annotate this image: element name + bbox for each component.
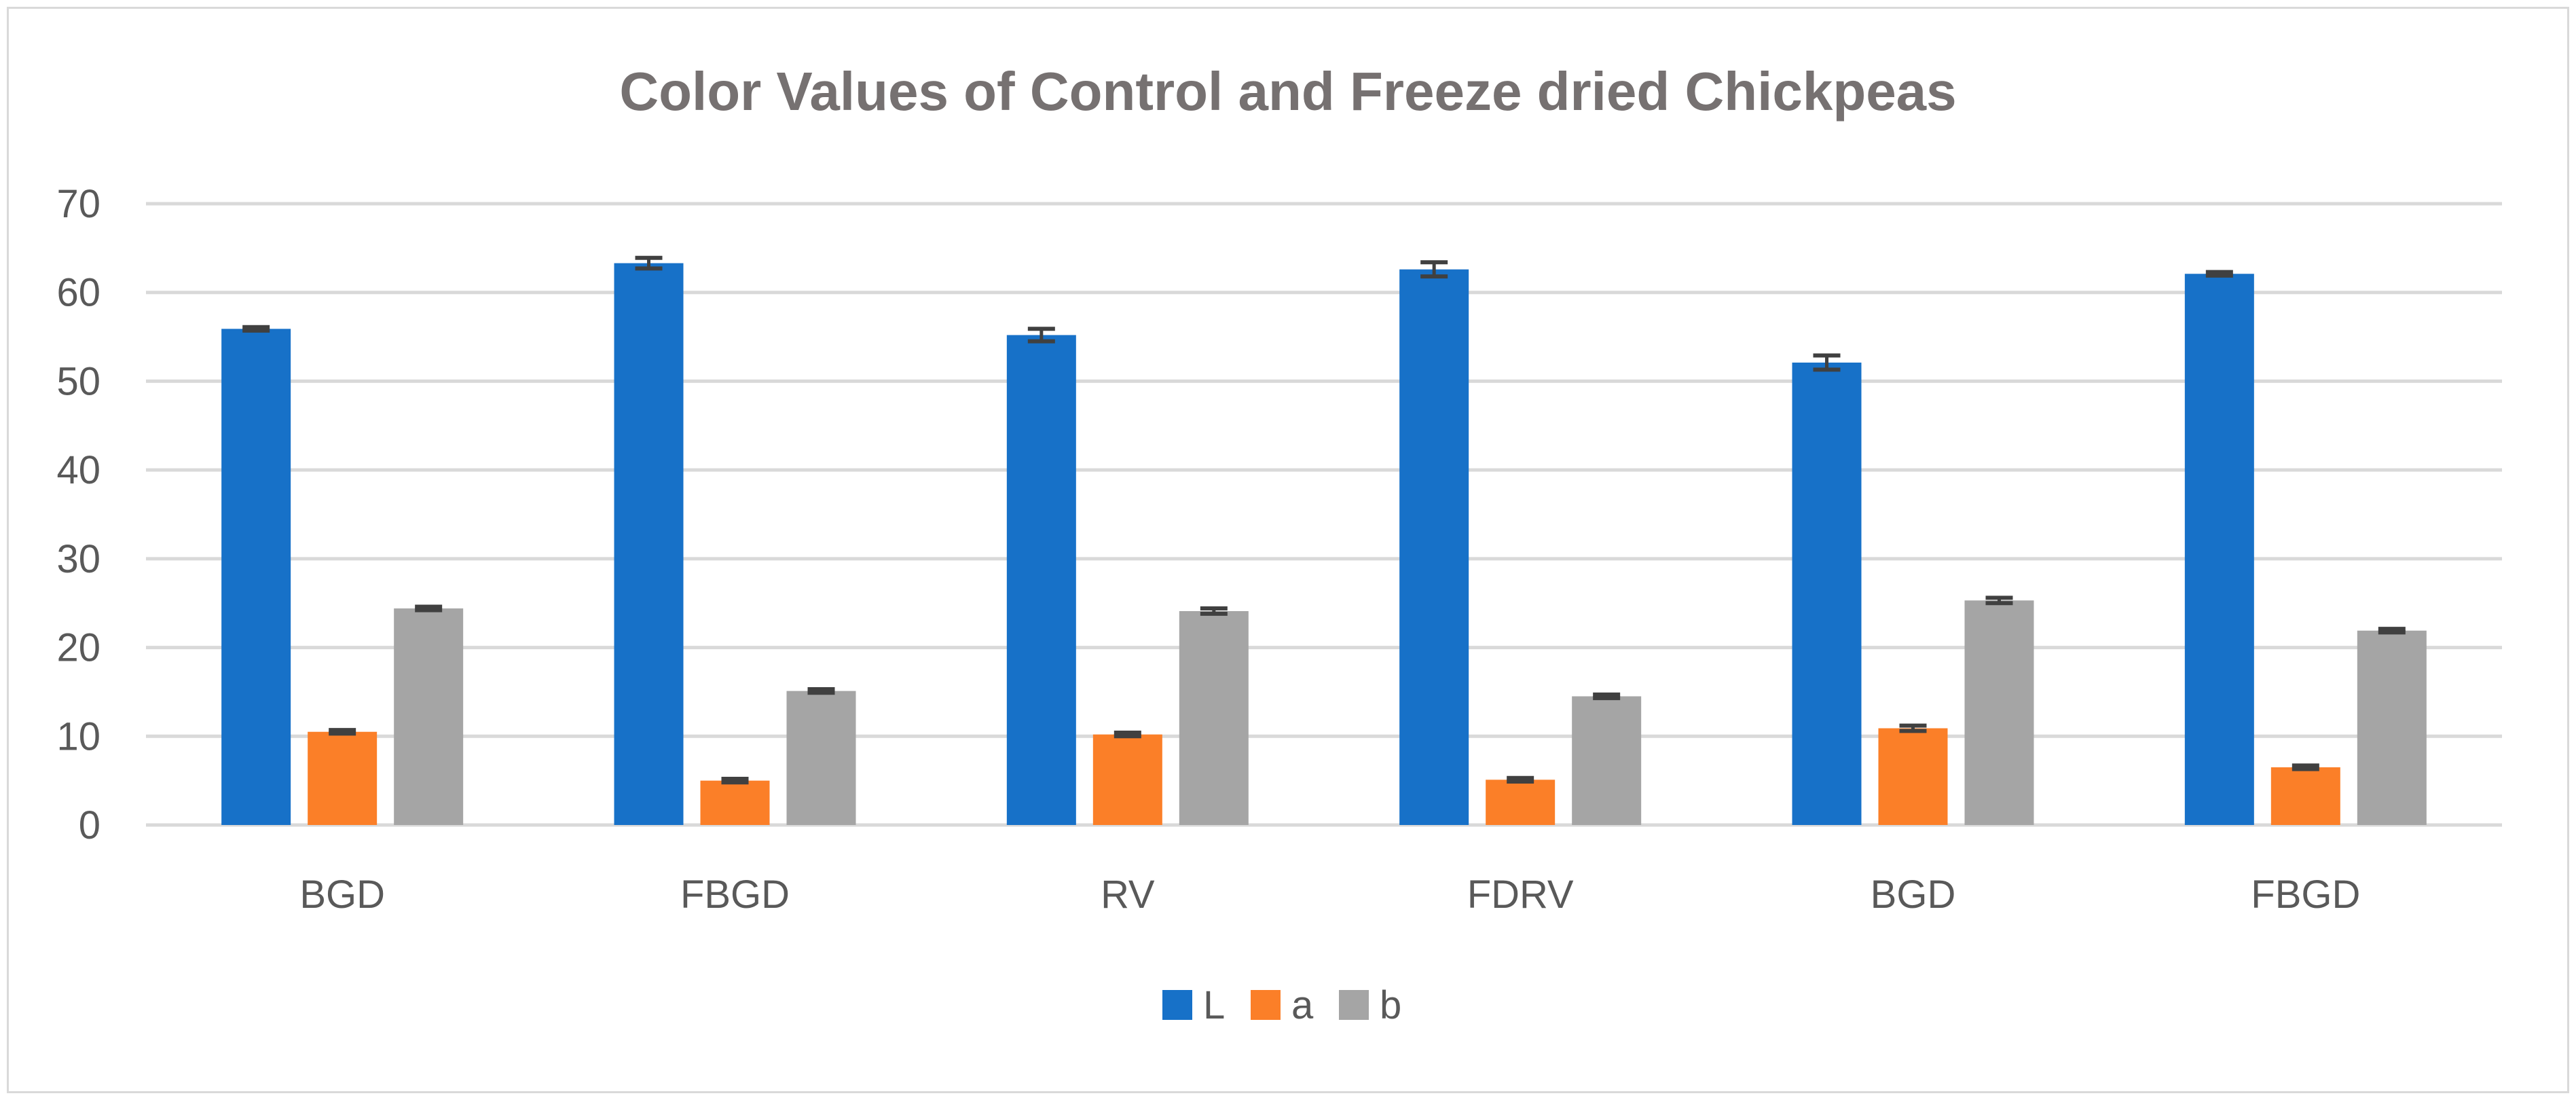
bar-b-fbgd: [2357, 630, 2427, 825]
bar-a-rv: [1092, 734, 1162, 825]
y-tick-label: 50: [56, 359, 100, 403]
y-tick-label: 0: [79, 803, 100, 847]
bar-b-fbgd: [786, 691, 856, 825]
bar-L-fdrv: [1399, 269, 1469, 825]
bar-b-rv: [1179, 610, 1249, 825]
bar-b-bgd: [1964, 600, 2034, 825]
legend-label-a: a: [1291, 983, 1314, 1027]
x-axis-labels: BGD FBGD RV FDRV BGD FBGD: [299, 873, 2360, 917]
y-axis-ticks: 0 10 20 30 40 50 60 70: [56, 182, 100, 847]
legend-label-L: L: [1203, 983, 1225, 1027]
bar-L-fbgd: [614, 263, 684, 825]
legend-swatch-L: [1162, 990, 1192, 1020]
x-tick-label: FDRV: [1467, 873, 1574, 917]
bar-a-fbgd: [2270, 767, 2340, 825]
x-tick-label: BGD: [1871, 873, 1956, 917]
bar-L-bgd: [1792, 362, 1862, 825]
chart-frame: [7, 7, 2569, 1093]
x-tick-label: FBGD: [680, 873, 790, 917]
bar-L-rv: [1006, 335, 1076, 825]
y-tick-label: 60: [56, 271, 100, 315]
bar-L-bgd: [221, 329, 291, 825]
bar-b-fdrv: [1572, 696, 1642, 825]
bar-L-fbgd: [2184, 274, 2254, 825]
x-tick-label: FBGD: [2251, 873, 2360, 917]
y-tick-label: 30: [56, 537, 100, 581]
legend-swatch-b: [1339, 990, 1369, 1020]
chart-title: Color Values of Control and Freeze dried…: [619, 61, 1956, 122]
legend-swatch-a: [1251, 990, 1281, 1020]
bar-a-fbgd: [700, 780, 770, 825]
y-tick-label: 10: [56, 714, 100, 758]
error-bars: [242, 255, 2406, 785]
x-tick-label: RV: [1101, 873, 1155, 917]
y-tick-label: 40: [56, 448, 100, 492]
legend-label-b: b: [1380, 983, 1401, 1027]
bars: [221, 263, 2427, 825]
x-tick-label: BGD: [299, 873, 385, 917]
bar-a-fdrv: [1486, 780, 1556, 825]
bar-a-bgd: [308, 731, 378, 825]
y-tick-label: 70: [56, 182, 100, 226]
y-tick-label: 20: [56, 626, 100, 670]
gridlines: [146, 202, 2502, 827]
bar-a-bgd: [1878, 728, 1948, 825]
bar-b-bgd: [394, 608, 464, 825]
